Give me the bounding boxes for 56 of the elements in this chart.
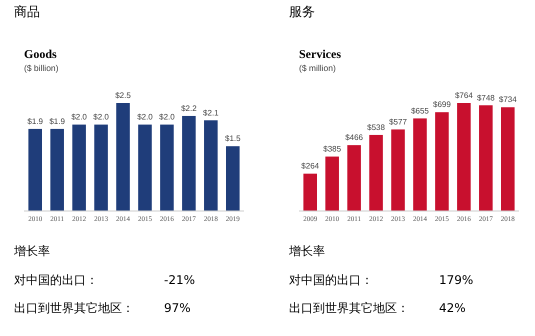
text: 服务 [289,5,315,20]
data-label: $2.2 [181,104,198,113]
text: 增长率 [13,244,50,258]
data-label: $538 [367,122,386,132]
text: 对中国的出口： [14,273,98,287]
data-label: $577 [389,117,408,126]
text: 42% [439,301,466,315]
chart-title: Services [299,47,342,61]
data-label: $2.5 [115,91,132,100]
chart-subtitle: ($ billion) [24,63,59,73]
text: 增长率 [288,244,325,258]
text: 商品 [14,5,40,20]
chart-title: Goods [24,47,58,61]
bar [204,120,218,211]
data-label: $1.9 [49,116,66,126]
bar [226,146,240,211]
data-label: $655 [411,106,430,116]
chart-subtitle: ($ million) [299,63,336,73]
text: 97% [164,301,191,315]
data-label: $2.0 [93,112,110,122]
bar [500,107,515,211]
bar [116,103,130,211]
bar [94,124,108,211]
data-label: $2.0 [159,112,176,122]
bar [369,134,383,211]
bar [413,118,427,211]
data-label: $1.5 [225,134,242,144]
bar [325,156,339,211]
bar [72,124,86,211]
data-label: $2.0 [137,112,154,122]
text: 179% [439,273,474,287]
bar [138,124,152,211]
data-label: $734 [498,95,518,104]
bar [457,103,471,211]
bar [303,174,318,211]
bar [160,124,174,211]
bar [50,128,64,211]
data-label: $466 [345,133,364,142]
data-label: $2.0 [71,112,88,122]
bar [347,145,361,211]
bar [435,112,449,211]
text: -21% [164,273,196,287]
data-label: $748 [476,93,496,102]
bar [182,116,196,211]
data-label: $699 [433,100,452,110]
data-label: $2.1 [203,108,220,118]
data-label: $764 [454,91,474,100]
bar [391,129,405,211]
data-label: $264 [301,162,320,171]
data-label: $385 [323,144,342,154]
text: 出口到世界其它地区： [289,301,409,315]
bar [28,128,42,211]
text: 对中国的出口： [289,273,373,287]
data-label: $1.9 [27,116,44,126]
text: 出口到世界其它地区： [14,301,134,315]
bar [479,105,493,211]
